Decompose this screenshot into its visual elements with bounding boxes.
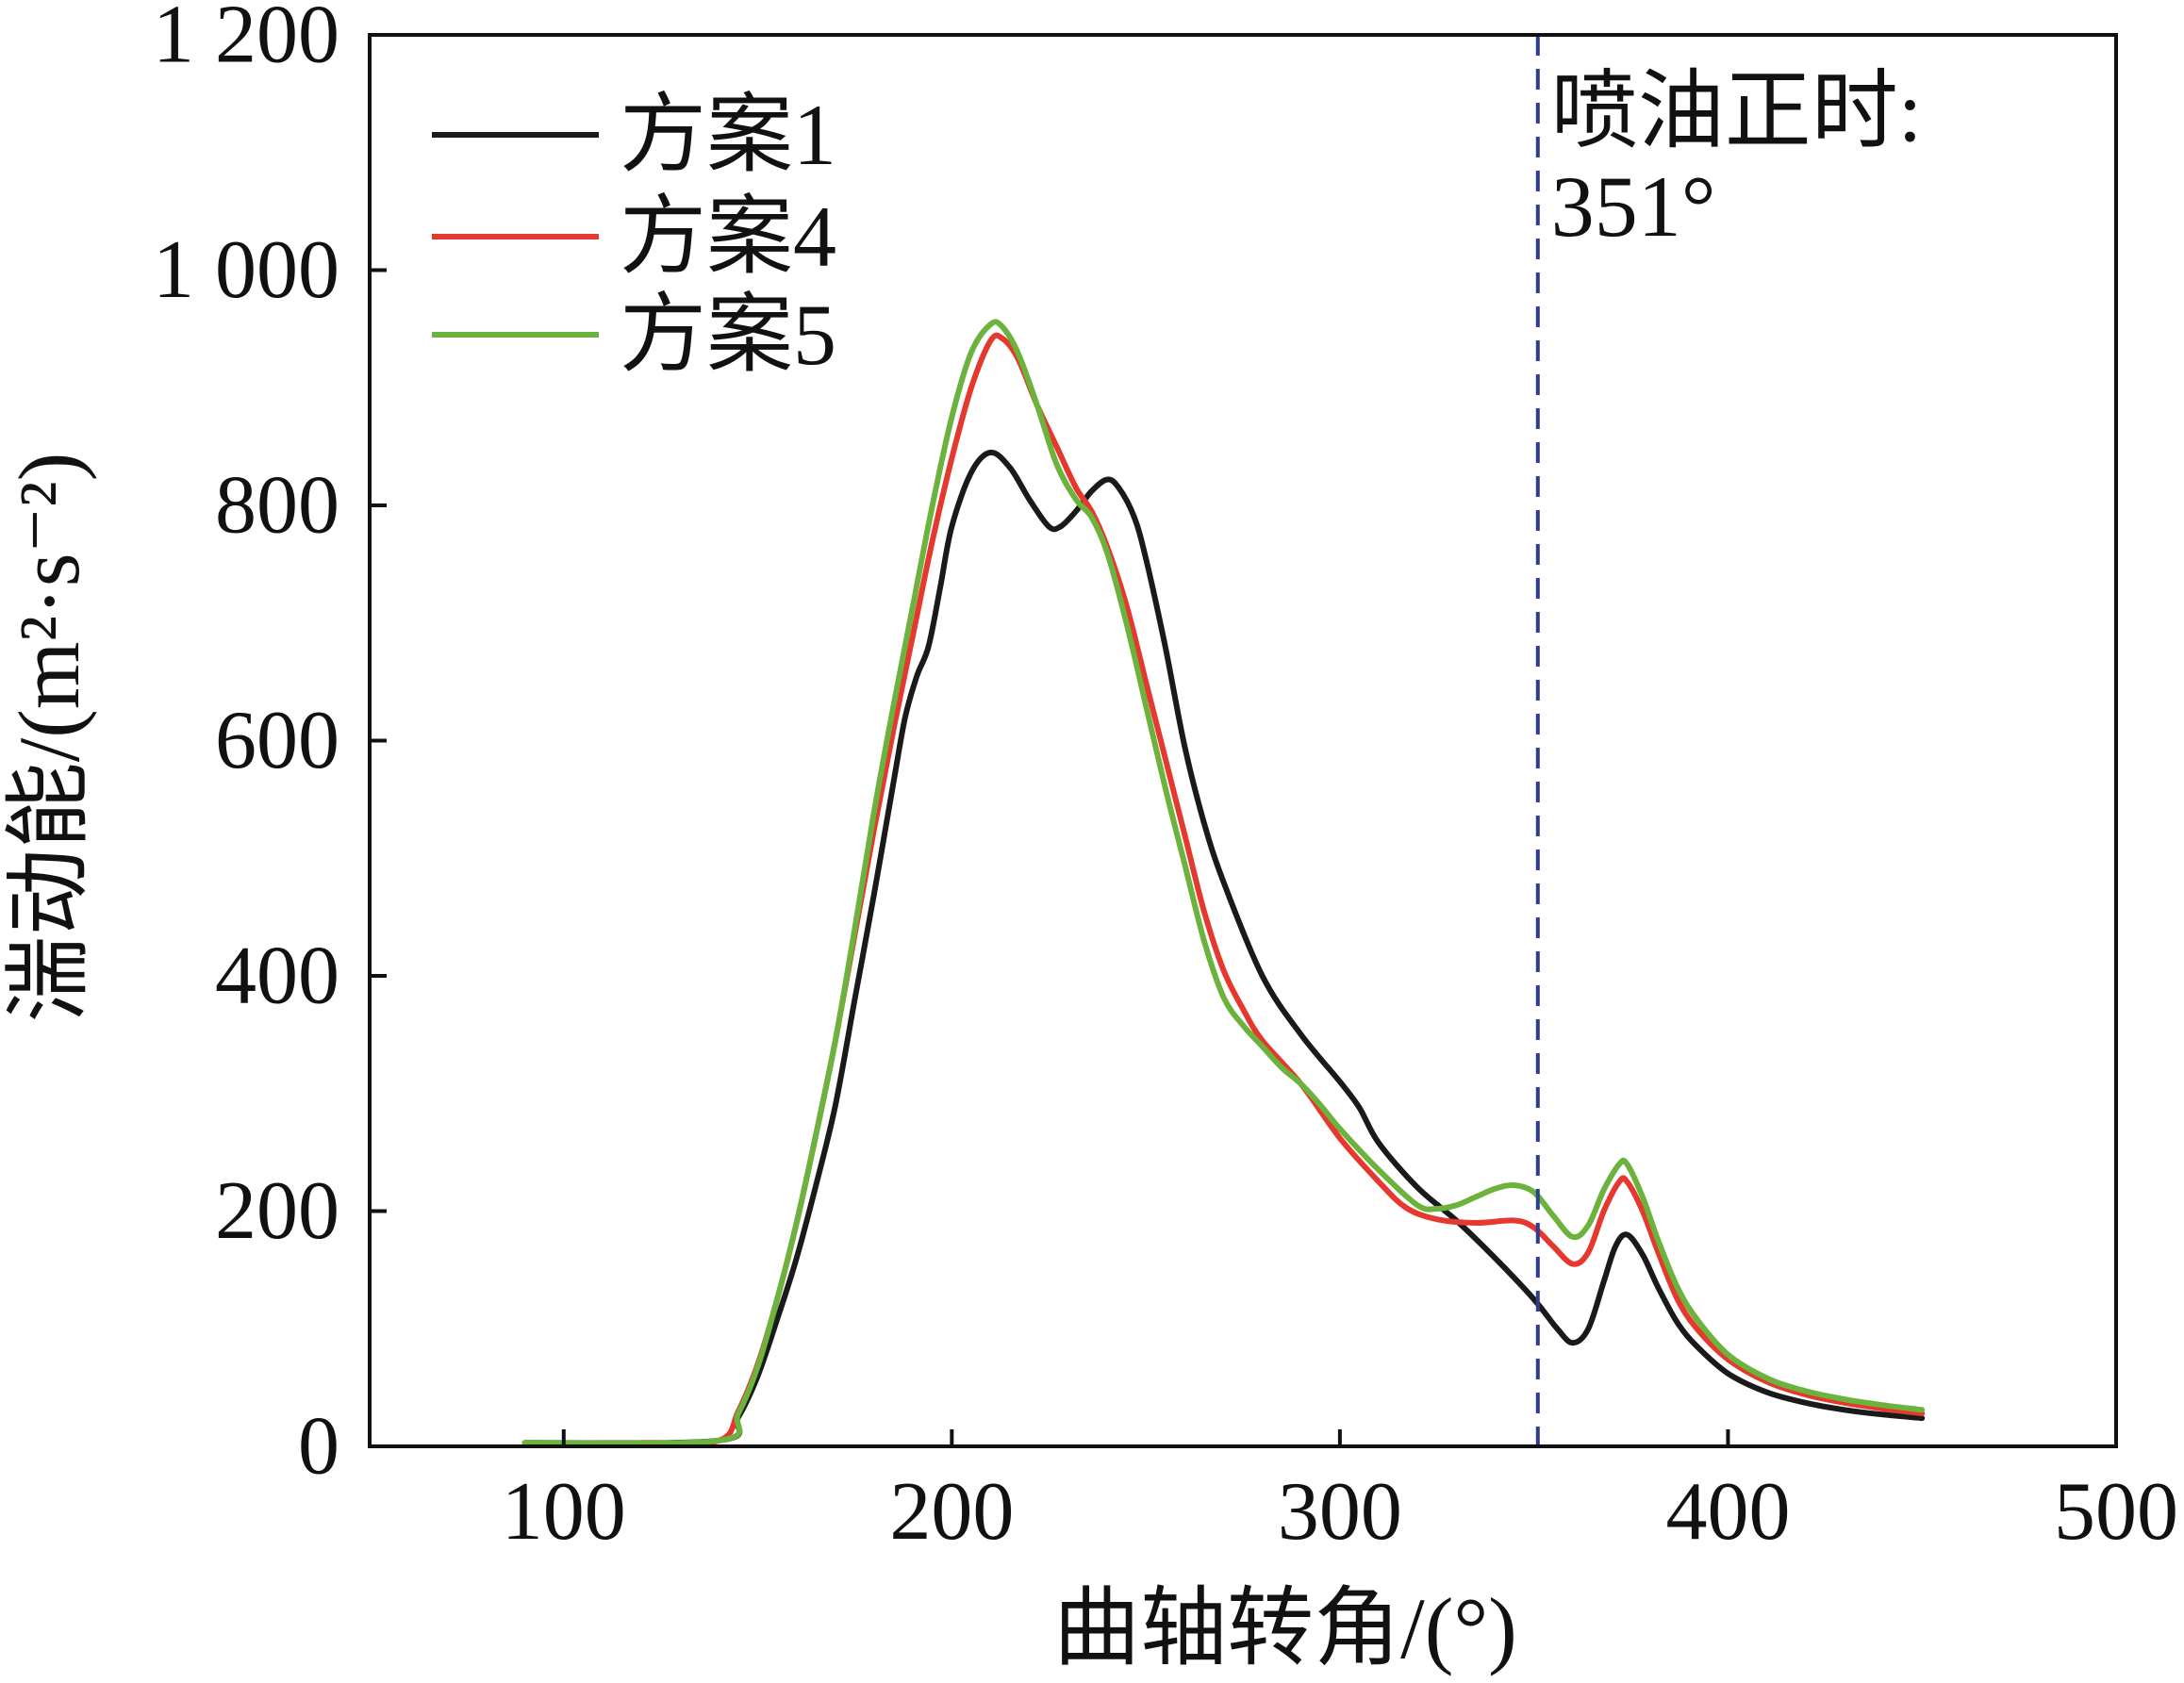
- y-tick-label-200: 200: [215, 1165, 339, 1257]
- x-tick-label-300: 300: [1278, 1466, 1402, 1558]
- y-tick-label-1000: 1 000: [153, 224, 339, 316]
- y-tick-label-800: 800: [215, 460, 339, 552]
- legend-label: 方案5: [620, 287, 836, 383]
- y-tick-label-600: 600: [215, 695, 339, 786]
- legend-item-scheme-5: 方案5: [432, 287, 836, 383]
- legend-label: 方案1: [620, 87, 836, 183]
- x-tick-label-500: 500: [2054, 1466, 2178, 1558]
- series-lines: [521, 319, 1926, 1446]
- x-tick-label-200: 200: [889, 1466, 1014, 1558]
- y-tick-label-400: 400: [215, 931, 339, 1022]
- legend-item-scheme-4: 方案4: [432, 189, 836, 285]
- x-axis-ticks: 100 200 300 400 500: [502, 1429, 2178, 1558]
- y-axis-ticks: 0 200 400 600 800 1 000 1 200: [153, 0, 387, 1493]
- injection-timing-value: 351°: [1551, 158, 1716, 255]
- series-line-scheme-1: [521, 449, 1926, 1446]
- legend-item-scheme-1: 方案1: [432, 87, 836, 183]
- y-tick-label-0: 0: [298, 1401, 339, 1493]
- x-axis-label: 曲轴转角/(°): [1053, 1580, 1517, 1676]
- legend-label: 方案4: [620, 189, 836, 285]
- injection-timing-label: 喷油正时:: [1551, 63, 1923, 159]
- y-tick-label-1200: 1 200: [153, 0, 339, 81]
- injection-timing-annotation: 喷油正时:351°: [1535, 35, 1923, 1446]
- x-tick-label-100: 100: [502, 1466, 626, 1558]
- y-axis-label: 湍动能/(m²·s⁻²): [1, 453, 97, 1023]
- series-line-scheme-5: [521, 319, 1926, 1446]
- x-tick-label-400: 400: [1665, 1466, 1790, 1558]
